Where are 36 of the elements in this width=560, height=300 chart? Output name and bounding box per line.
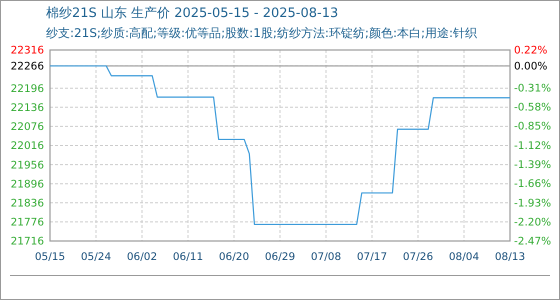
chart-title: 棉纱21S 山东 生产价 2025-05-15 - 2025-08-13 (46, 6, 338, 21)
x-tick-label: 07/17 (356, 251, 388, 263)
line-series (49, 65, 511, 226)
y2-tick-label: -0.31% (514, 82, 552, 94)
y2-tick-label: -1.39% (514, 158, 552, 171)
x-tick-label: 06/11 (172, 251, 204, 263)
y2-tick-label: -1.12% (514, 140, 552, 152)
x-tick-label: 06/29 (264, 251, 296, 263)
x-tick-label: 05/24 (80, 251, 112, 263)
y-tick-label: 21716 (10, 236, 44, 248)
x-tick-label: 07/26 (402, 251, 434, 263)
y-tick-label: 21896 (10, 178, 44, 190)
y2-tick-label: -2.47% (514, 236, 552, 248)
y2-tick-label: -1.66% (514, 178, 552, 190)
y-tick-label: 21776 (10, 216, 44, 229)
y2-tick-label: -0.58% (514, 101, 552, 114)
y-tick-label: 21956 (10, 159, 44, 172)
y2-tick-label: 0.22% (514, 44, 548, 57)
x-tick-label: 08/13 (494, 251, 526, 263)
y-tick-label: 22076 (10, 121, 44, 134)
y2-tick-label: -2.20% (514, 216, 552, 229)
y2-tick-label: -1.93% (514, 197, 552, 210)
y-tick-label: 22136 (10, 102, 44, 114)
x-tick-label: 05/15 (34, 251, 66, 263)
y-tick-label: 22196 (10, 82, 44, 95)
x-tick-label: 08/04 (448, 251, 480, 263)
x-tick-label: 06/20 (218, 251, 250, 263)
y-tick-label: 21836 (10, 197, 44, 210)
y2-tick-label: 0.00% (514, 60, 548, 72)
y-tick-label: 22266 (10, 60, 44, 73)
x-tick-label: 06/02 (126, 251, 158, 263)
x-tick-label: 07/08 (310, 251, 342, 263)
chart-subtitle: 纱支:21S;纱质:高配;等级:优等品;股数:1股;纺纱方法:环锭纺;颜色:本白;用途:针织 (46, 26, 478, 40)
y-tick-label: 22016 (10, 140, 44, 152)
y2-tick-label: -0.85% (514, 120, 552, 133)
y-tick-label: 22316 (10, 44, 44, 57)
